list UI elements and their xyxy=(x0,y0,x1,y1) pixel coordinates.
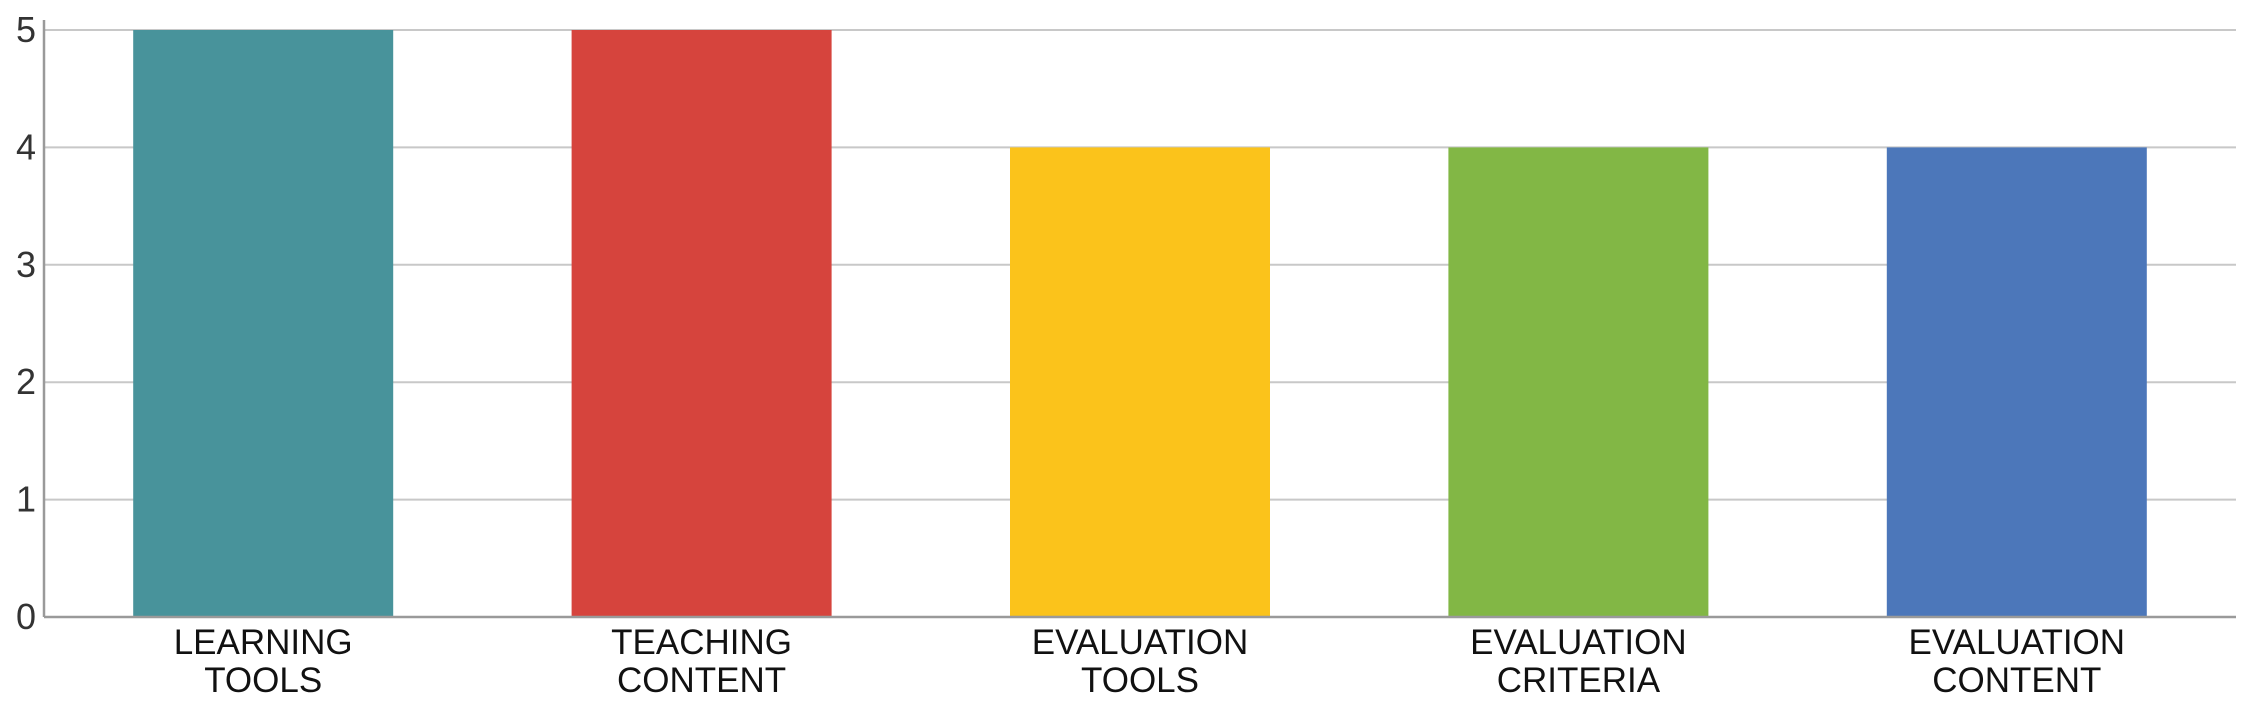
bar-4 xyxy=(1886,147,2147,617)
x-label-1-line-1: CONTENT xyxy=(617,661,786,700)
x-label-1: TEACHING CONTENT xyxy=(611,623,792,700)
x-label-0-line-0: LEARNING xyxy=(174,623,353,662)
y-tick-label-1: 1 xyxy=(16,479,36,520)
y-tick-label-2: 2 xyxy=(16,361,36,402)
y-tick-label-0: 0 xyxy=(16,596,36,637)
bar-1 xyxy=(571,30,832,617)
y-tick-label-3: 3 xyxy=(16,244,36,285)
bars xyxy=(133,30,2147,617)
x-label-3: EVALUATION CRITERIA xyxy=(1470,623,1687,700)
bar-3 xyxy=(1448,147,1709,617)
axes xyxy=(42,20,2236,619)
x-label-0-line-1: TOOLS xyxy=(204,661,322,700)
y-tick-labels: 0 1 2 3 4 5 xyxy=(16,9,36,637)
bar-0 xyxy=(133,30,394,617)
x-label-4-line-1: CONTENT xyxy=(1932,661,2101,700)
x-label-4-line-0: EVALUATION xyxy=(1909,623,2126,662)
y-tick-label-5: 5 xyxy=(16,9,36,50)
y-tick-label-4: 4 xyxy=(16,126,36,167)
x-label-0: LEARNING TOOLS xyxy=(174,623,353,700)
x-label-3-line-1: CRITERIA xyxy=(1497,661,1661,700)
x-label-3-line-0: EVALUATION xyxy=(1470,623,1687,662)
x-label-2-line-1: TOOLS xyxy=(1081,661,1199,700)
bar-2 xyxy=(1010,147,1270,617)
x-label-2: EVALUATION TOOLS xyxy=(1032,623,1249,700)
x-label-1-line-0: TEACHING xyxy=(611,623,792,662)
x-label-4: EVALUATION CONTENT xyxy=(1909,623,2126,700)
x-label-2-line-0: EVALUATION xyxy=(1032,623,1249,662)
